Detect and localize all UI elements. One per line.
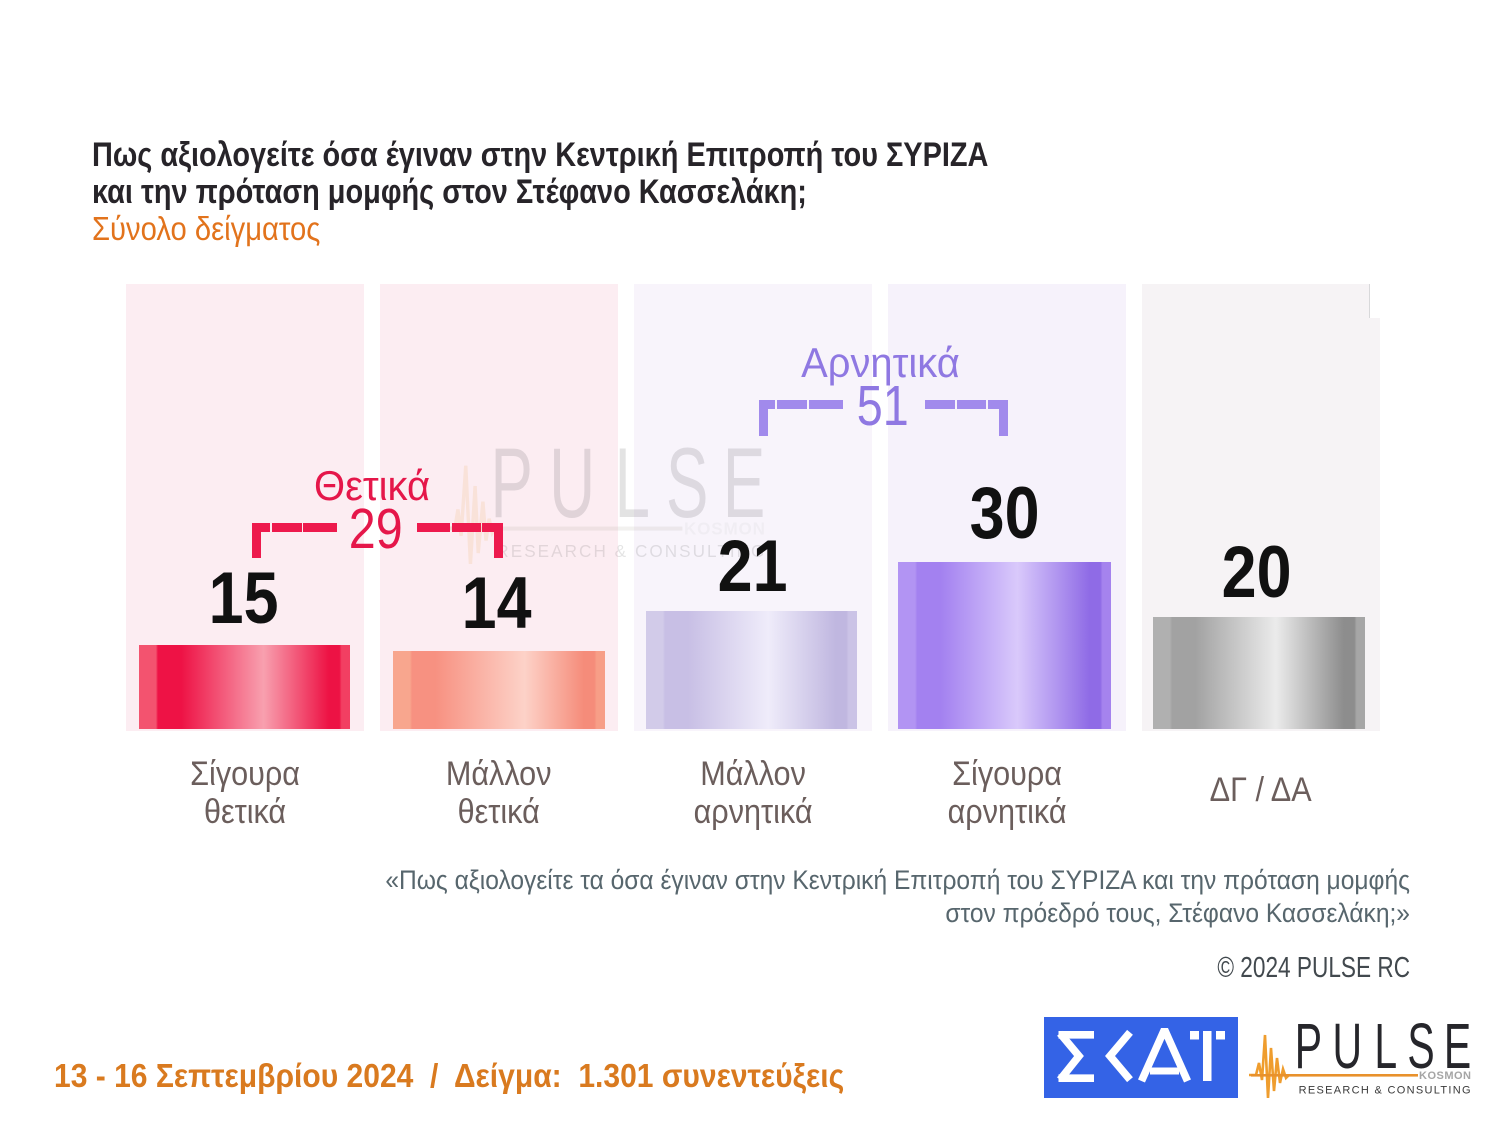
svg-text:KOSMON: KOSMON (684, 518, 765, 538)
svg-text:KOSMON: KOSMON (1419, 1070, 1471, 1082)
svg-text:PULSE: PULSE (1295, 1023, 1471, 1082)
svg-text:RESEARCH & CONSULTING: RESEARCH & CONSULTING (1299, 1085, 1471, 1097)
